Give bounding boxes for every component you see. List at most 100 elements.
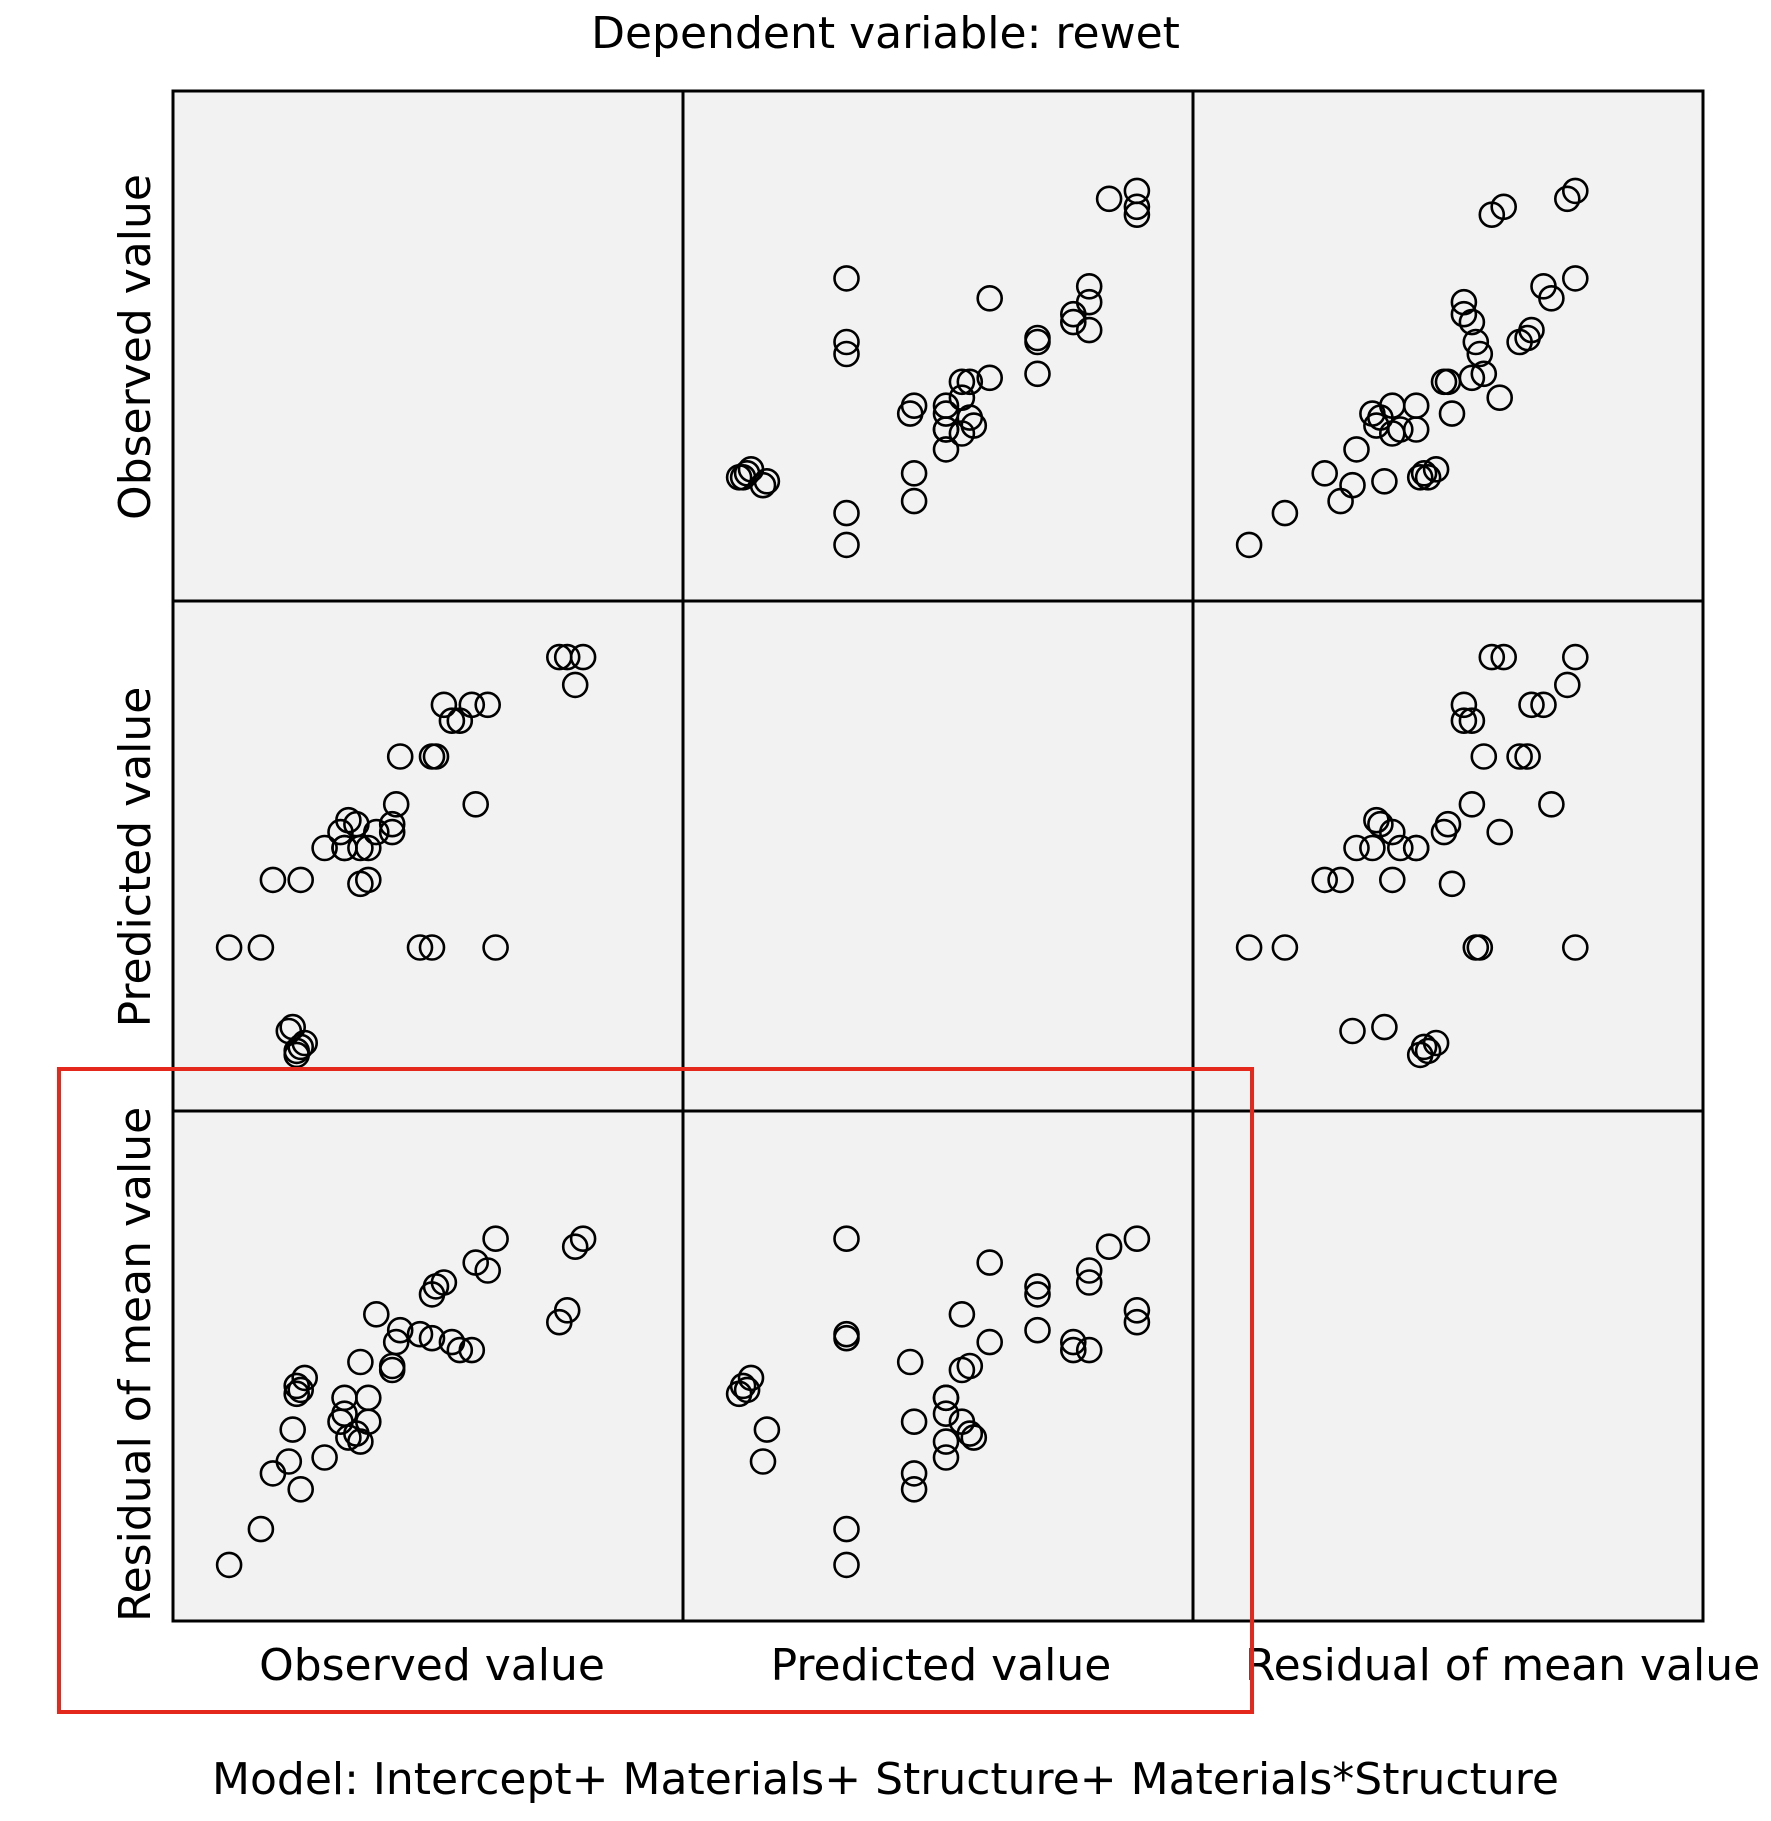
panel-residual-vs-predicted bbox=[681, 1109, 1195, 1623]
point-residual-vs-observed-35 bbox=[482, 1225, 509, 1252]
point-residual-vs-observed-19 bbox=[354, 1384, 382, 1412]
point-residual-vs-predicted-22 bbox=[956, 1352, 984, 1380]
point-residual-vs-predicted-31 bbox=[1060, 1336, 1087, 1364]
point-residual-vs-observed-18 bbox=[347, 1428, 374, 1455]
point-observed-vs-predicted-9 bbox=[737, 455, 765, 483]
point-predicted-vs-observed-9 bbox=[291, 1029, 319, 1057]
point-predicted-vs-observed-32 bbox=[458, 691, 486, 719]
point-predicted-vs-residual-38 bbox=[1554, 671, 1581, 699]
panel-predicted-vs-residual bbox=[1191, 599, 1705, 1113]
point-observed-vs-residual-39 bbox=[1562, 177, 1589, 205]
point-residual-vs-predicted-15 bbox=[956, 1420, 984, 1447]
point-observed-vs-residual-6 bbox=[1406, 463, 1434, 491]
point-predicted-vs-observed-19 bbox=[354, 834, 382, 862]
point-predicted-vs-residual-4 bbox=[1311, 866, 1338, 894]
point-predicted-vs-observed-37 bbox=[553, 643, 581, 671]
point-residual-vs-observed-1 bbox=[247, 1515, 275, 1543]
point-predicted-vs-residual-20 bbox=[1486, 818, 1513, 846]
point-residual-vs-predicted-29 bbox=[1075, 1269, 1103, 1296]
point-predicted-vs-residual-32 bbox=[1450, 691, 1478, 719]
point-residual-vs-predicted-5 bbox=[753, 1416, 781, 1443]
point-residual-vs-observed-39 bbox=[569, 1225, 597, 1252]
point-residual-vs-predicted-27 bbox=[1024, 1281, 1051, 1308]
point-residual-vs-observed-8 bbox=[287, 1376, 315, 1404]
point-residual-vs-observed-38 bbox=[561, 1233, 589, 1260]
panel-residual-vs-observed bbox=[171, 1109, 685, 1623]
point-predicted-vs-residual-16 bbox=[1438, 870, 1466, 898]
point-residual-vs-predicted-3 bbox=[749, 1448, 777, 1475]
point-predicted-vs-observed-8 bbox=[287, 1033, 315, 1061]
point-residual-vs-predicted-13 bbox=[960, 1424, 988, 1451]
point-observed-vs-predicted-21 bbox=[948, 368, 976, 396]
point-residual-vs-predicted-28 bbox=[1024, 1273, 1051, 1300]
point-observed-vs-predicted-32 bbox=[1075, 288, 1103, 316]
point-observed-vs-residual-18 bbox=[1359, 400, 1386, 427]
point-residual-vs-observed-14 bbox=[331, 1400, 358, 1427]
x-axis-label-predicted: Predicted value bbox=[770, 1640, 1112, 1691]
panel-observed-vs-observed bbox=[171, 89, 685, 603]
point-residual-vs-observed-7 bbox=[283, 1372, 311, 1400]
point-residual-vs-observed-20 bbox=[362, 1301, 390, 1328]
point-predicted-vs-residual-36 bbox=[1478, 643, 1506, 671]
x-axis-label-observed: Observed value bbox=[259, 1640, 605, 1691]
point-predicted-vs-residual-8 bbox=[1410, 1033, 1438, 1061]
point-predicted-vs-observed-10 bbox=[311, 834, 338, 862]
point-observed-vs-residual-3 bbox=[1339, 471, 1366, 499]
point-residual-vs-observed-6 bbox=[283, 1380, 311, 1408]
point-predicted-vs-residual-14 bbox=[1387, 834, 1414, 862]
point-observed-vs-predicted-29 bbox=[1075, 316, 1103, 344]
point-residual-vs-predicted-30 bbox=[1060, 1328, 1087, 1356]
point-residual-vs-predicted-16 bbox=[896, 1348, 924, 1376]
point-observed-vs-residual-23 bbox=[1458, 364, 1486, 392]
point-residual-vs-predicted-39 bbox=[1123, 1225, 1151, 1252]
point-residual-vs-predicted-38 bbox=[1095, 1233, 1123, 1260]
point-predicted-vs-observed-34 bbox=[474, 691, 502, 719]
point-observed-vs-predicted-26 bbox=[833, 328, 860, 356]
panel-predicted-vs-predicted bbox=[681, 599, 1195, 1113]
point-predicted-vs-residual-24 bbox=[1470, 743, 1498, 770]
point-observed-vs-predicted-17 bbox=[900, 392, 928, 420]
point-predicted-vs-residual-15 bbox=[1367, 810, 1394, 838]
point-observed-vs-predicted-33 bbox=[976, 284, 1004, 312]
point-residual-vs-predicted-33 bbox=[976, 1249, 1004, 1276]
point-predicted-vs-residual-3 bbox=[1339, 1017, 1366, 1045]
point-predicted-vs-residual-33 bbox=[1538, 790, 1565, 818]
point-predicted-vs-observed-39 bbox=[569, 643, 597, 671]
panel-residual-vs-residual bbox=[1191, 1109, 1705, 1623]
point-observed-vs-residual-10 bbox=[1343, 436, 1370, 463]
point-observed-vs-residual-14 bbox=[1387, 416, 1414, 443]
point-predicted-vs-observed-1 bbox=[247, 934, 275, 961]
point-observed-vs-residual-34 bbox=[1530, 272, 1557, 300]
point-predicted-vs-residual-28 bbox=[1514, 743, 1541, 770]
point-observed-vs-predicted-37 bbox=[1123, 193, 1151, 221]
point-predicted-vs-observed-18 bbox=[347, 834, 374, 862]
point-observed-vs-residual-38 bbox=[1554, 185, 1581, 213]
point-predicted-vs-observed-29 bbox=[430, 691, 458, 719]
point-observed-vs-predicted-24 bbox=[1024, 360, 1051, 388]
point-residual-vs-predicted-24 bbox=[1024, 1316, 1051, 1344]
point-residual-vs-predicted-37 bbox=[1123, 1297, 1151, 1324]
point-observed-vs-residual-29 bbox=[1518, 316, 1545, 344]
panel-predicted-vs-observed bbox=[171, 599, 685, 1113]
point-predicted-vs-observed-20 bbox=[362, 818, 390, 846]
point-observed-vs-predicted-8 bbox=[733, 459, 761, 487]
point-observed-vs-residual-1 bbox=[1271, 499, 1299, 527]
point-predicted-vs-residual-13 bbox=[1363, 806, 1390, 834]
point-predicted-vs-observed-7 bbox=[283, 1037, 311, 1065]
model-footer: Model: Intercept+ Materials+ Structure+ … bbox=[212, 1754, 1559, 1805]
point-residual-vs-predicted-23 bbox=[976, 1328, 1004, 1356]
point-predicted-vs-residual-9 bbox=[1422, 1029, 1450, 1057]
point-observed-vs-predicted-1 bbox=[833, 499, 860, 527]
point-residual-vs-predicted-18 bbox=[932, 1428, 960, 1455]
point-observed-vs-residual-20 bbox=[1486, 384, 1513, 412]
point-observed-vs-predicted-22 bbox=[956, 368, 984, 396]
point-observed-vs-predicted-2 bbox=[900, 487, 928, 515]
point-residual-vs-predicted-2 bbox=[900, 1460, 928, 1487]
point-observed-vs-predicted-23 bbox=[976, 364, 1004, 392]
point-residual-vs-predicted-20 bbox=[948, 1301, 976, 1328]
point-residual-vs-predicted-32 bbox=[1075, 1336, 1103, 1364]
x-axis-label-residual: Residual of mean value bbox=[1245, 1640, 1761, 1691]
point-residual-vs-predicted-36 bbox=[1123, 1308, 1151, 1336]
point-predicted-vs-observed-23 bbox=[382, 790, 410, 818]
point-observed-vs-predicted-39 bbox=[1123, 177, 1151, 205]
